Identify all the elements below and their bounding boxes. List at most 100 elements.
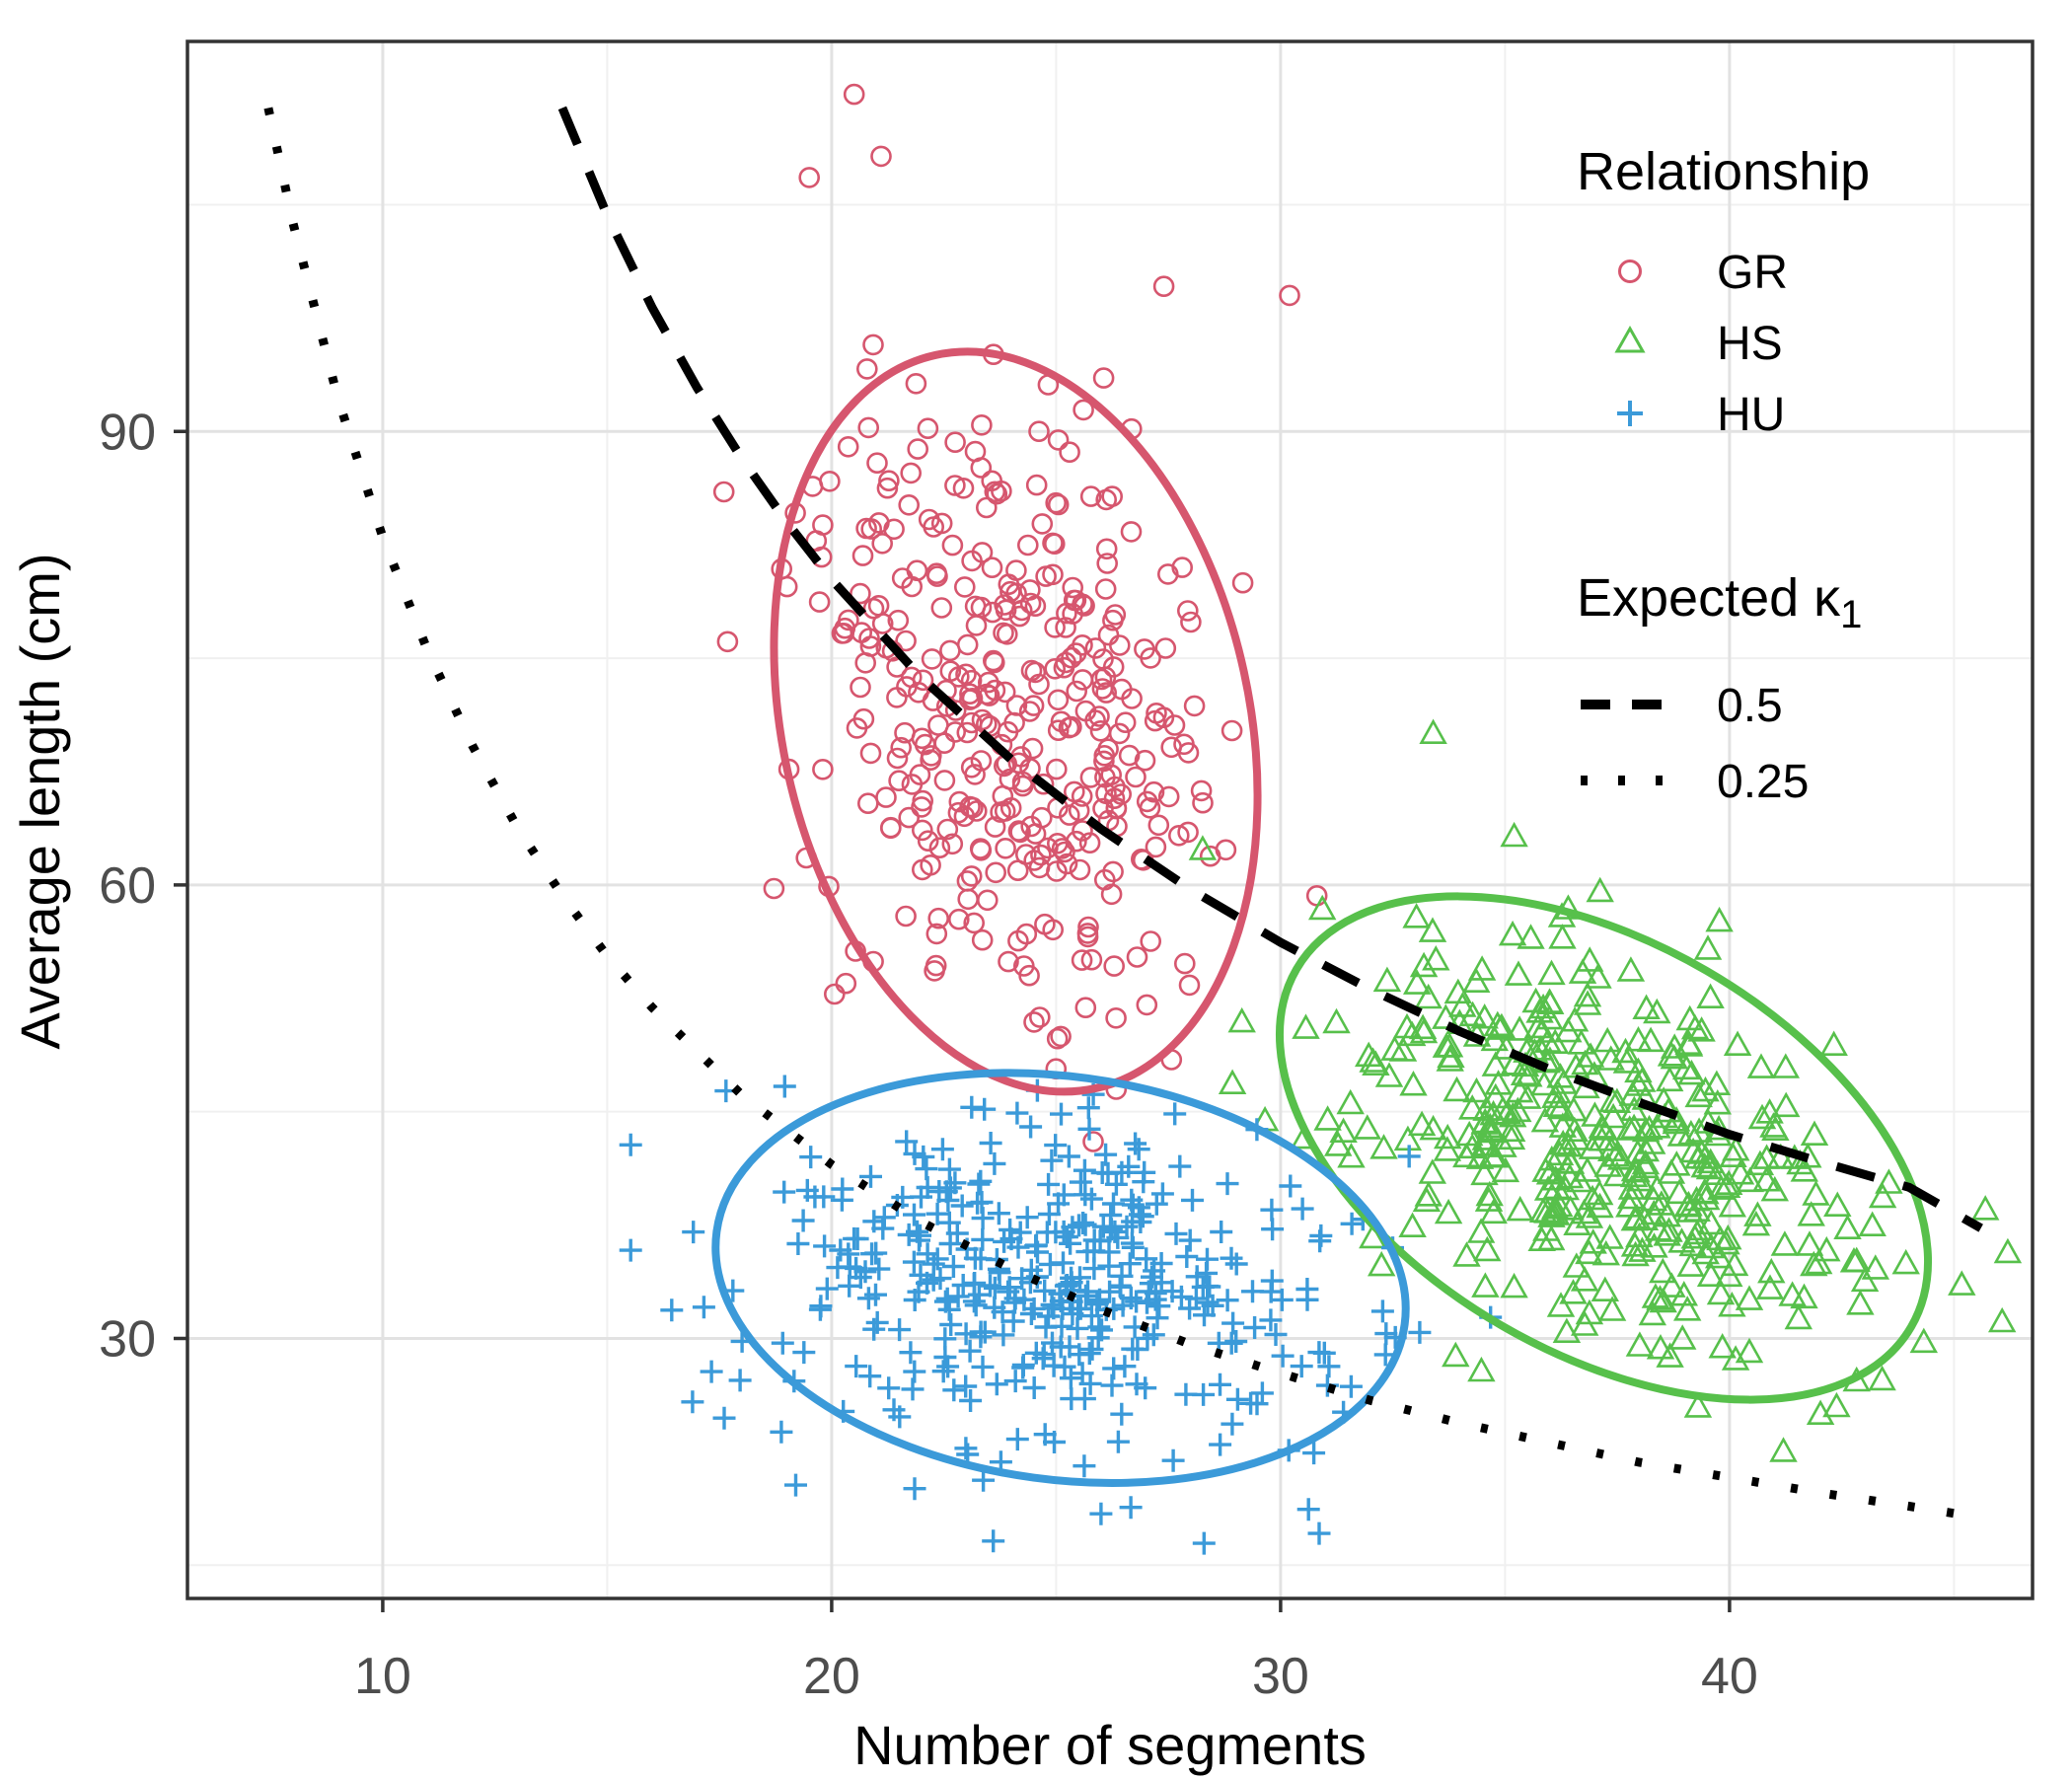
gr-point: [860, 518, 883, 540]
hu-point: [770, 1420, 793, 1444]
hs-point: [1646, 1334, 1675, 1360]
gr-point: [986, 482, 1008, 505]
gr-point: [985, 861, 1007, 884]
hs-point: [1457, 1094, 1487, 1120]
hs-point: [1567, 1029, 1595, 1055]
gr-point: [1007, 752, 1030, 775]
hs-point: [1596, 1136, 1626, 1161]
gr-point: [1028, 420, 1050, 443]
hu-point: [950, 1194, 974, 1218]
gr-point: [1168, 824, 1190, 847]
gr-point: [911, 727, 933, 750]
gr-point: [890, 736, 913, 759]
gr-point: [1055, 617, 1076, 638]
hu-point: [1019, 1115, 1043, 1139]
gr-point: [716, 631, 739, 653]
hu-point: [901, 1377, 925, 1401]
hs-point: [1409, 951, 1439, 978]
hu-point: [864, 1241, 888, 1265]
gr-point: [911, 796, 932, 818]
hu-point: [1307, 1521, 1331, 1545]
hu-point: [954, 1322, 978, 1346]
gr-point: [871, 532, 894, 555]
gr-point: [981, 557, 1003, 579]
hs-point: [1545, 1191, 1574, 1218]
hu-point: [771, 1331, 794, 1355]
hu-point: [829, 1238, 852, 1262]
hu-point: [959, 1389, 983, 1412]
hu-point: [1291, 1197, 1314, 1221]
y-axis-title: Average length (cm): [9, 553, 71, 1049]
hs-point: [1697, 1232, 1726, 1259]
hs-point: [1545, 1140, 1575, 1166]
gr-point: [1024, 661, 1047, 684]
gr-point: [1152, 275, 1175, 298]
gr-point: [1157, 785, 1180, 808]
gr-point: [1163, 714, 1186, 736]
hu-point: [773, 1075, 796, 1098]
hs-point: [1570, 1266, 1599, 1292]
hs-point: [1560, 1006, 1590, 1032]
gr-point: [953, 576, 976, 598]
hs-point: [1517, 924, 1545, 949]
hs-point: [1434, 1198, 1463, 1224]
gr-point: [930, 597, 953, 619]
hu-point: [1161, 1448, 1185, 1472]
hu-point: [1003, 1370, 1027, 1393]
hu-point: [1073, 1213, 1097, 1236]
gr-point: [1018, 701, 1041, 722]
gr-point: [886, 687, 908, 708]
hs-point: [1705, 906, 1734, 932]
hs-point: [1336, 1088, 1365, 1115]
hs-point: [1718, 1192, 1747, 1218]
gr-point: [886, 747, 909, 770]
hs-point: [1747, 1103, 1777, 1130]
hs-point: [1625, 1331, 1655, 1357]
hu-point: [1216, 1289, 1239, 1312]
gr-point: [1199, 845, 1221, 867]
hu-point: [1181, 1188, 1204, 1212]
hs-point: [1667, 1324, 1697, 1350]
gr-point: [1077, 916, 1099, 938]
hs-point: [1656, 1342, 1684, 1368]
hu-point: [809, 1295, 833, 1318]
gr-point: [1007, 820, 1030, 842]
hu-point: [916, 1242, 939, 1266]
gr-point: [999, 768, 1021, 790]
hs-point: [1657, 1041, 1686, 1067]
hs-point: [1850, 1266, 1880, 1293]
hu-point: [1374, 1322, 1398, 1346]
gr-point: [1073, 399, 1094, 421]
gr-point: [1231, 571, 1254, 594]
plus-icon: [1617, 401, 1643, 426]
hu-point: [964, 1294, 988, 1317]
hu-point: [936, 1355, 960, 1378]
gr-point: [995, 837, 1016, 859]
hu-point: [1040, 1149, 1064, 1172]
hu-point: [916, 1176, 939, 1199]
gr-point: [1073, 595, 1095, 617]
hs-point: [1418, 917, 1447, 942]
x-tick-label: 20: [803, 1648, 860, 1705]
legend-relationship: Relationship GR HS HU: [1577, 142, 1870, 441]
hu-point: [1279, 1174, 1302, 1198]
gr-point: [1059, 804, 1080, 826]
gr-point: [924, 960, 945, 982]
gr-point: [1101, 485, 1123, 507]
hu-point: [1071, 1362, 1094, 1385]
hs-point: [1671, 1054, 1701, 1080]
legend-item-k05: 0.5: [1717, 680, 1783, 732]
hs-point: [1433, 1123, 1462, 1150]
hs-point: [1489, 1132, 1517, 1157]
circle-icon: [1618, 260, 1642, 283]
gr-point: [984, 816, 1006, 838]
hu-point: [1119, 1496, 1143, 1520]
hu-point: [799, 1146, 823, 1169]
gr-point: [964, 440, 987, 463]
gr-point: [1180, 611, 1202, 633]
gr-point: [1192, 791, 1214, 814]
hs-point: [1322, 1007, 1351, 1034]
hs-point: [1630, 1205, 1660, 1230]
hs-point: [1598, 1102, 1628, 1129]
gr-point: [1111, 678, 1133, 701]
